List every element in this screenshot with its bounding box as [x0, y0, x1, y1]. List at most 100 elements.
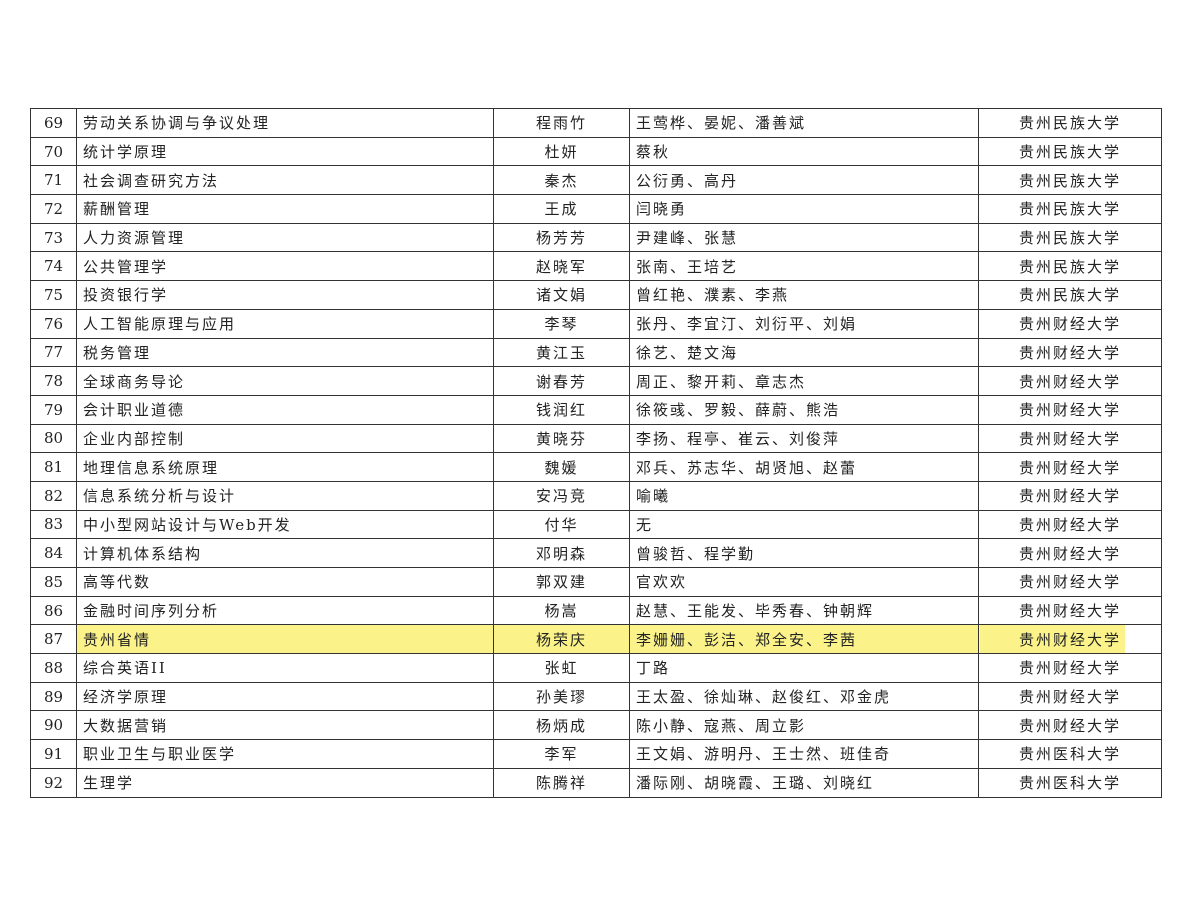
table-row: 85 高等代数 郭双建 官欢欢 贵州财经大学	[30, 567, 1162, 597]
course-leader: 魏媛	[493, 452, 630, 482]
team-members: 闫晓勇	[629, 194, 979, 224]
course-leader: 钱润红	[493, 394, 630, 425]
university-name: 贵州财经大学	[978, 595, 1162, 626]
university-name: 贵州财经大学	[978, 308, 1162, 339]
table-row: 83 中小型网站设计与Web开发 付华无贵州财经大学	[30, 509, 1162, 540]
course-name: 人工智能原理与应用	[76, 308, 494, 339]
team-members: 蔡秋	[629, 136, 979, 167]
course-name: 薪酬管理	[76, 194, 494, 224]
course-name: 社会调查研究方法	[76, 165, 494, 196]
course-name: 劳动关系协调与争议处理	[76, 108, 494, 138]
course-leader: 黄江玉	[493, 337, 630, 368]
team-members: 官欢欢	[629, 567, 979, 597]
course-leader: 郭双建	[493, 567, 630, 597]
team-members: 张南、王培艺	[629, 251, 979, 282]
course-name: 会计职业道德	[76, 394, 494, 425]
table-row: 70 统计学原理 杜妍 蔡秋 贵州民族大学	[30, 136, 1162, 167]
course-leader: 杨芳芳	[493, 222, 630, 253]
table-row: 82 信息系统分析与设计 安冯竞 喻曦 贵州财经大学	[30, 480, 1162, 511]
table-row: 69 劳动关系协调与争议处理 程雨竹 王莺桦、晏妮、潘善斌 贵州民族大学	[30, 108, 1162, 138]
row-number: 75	[30, 280, 77, 310]
course-leader: 赵晓军	[493, 251, 630, 282]
row-number: 76	[30, 308, 77, 339]
team-members: 王文娟、游明丹、王士然、班佳奇	[629, 739, 979, 769]
table-row: 73 人力资源管理 杨芳芳 尹建峰、张慧 贵州民族大学	[30, 222, 1162, 253]
course-leader: 陈腾祥	[493, 767, 630, 798]
course-name: 贵州省情	[76, 624, 494, 655]
course-leader: 诸文娟	[493, 280, 630, 310]
course-name: 职业卫生与职业医学	[76, 739, 494, 769]
course-leader: 杨嵩	[493, 595, 630, 626]
course-leader: 杨荣庆	[493, 624, 630, 655]
university-name: 贵州财经大学	[978, 452, 1162, 482]
university-name: 贵州财经大学	[978, 624, 1162, 655]
university-name: 贵州民族大学	[978, 165, 1162, 196]
row-number: 69	[30, 108, 77, 138]
table-row: 71 社会调查研究方法 秦杰 公衍勇、高丹 贵州民族大学	[30, 165, 1162, 196]
table-row: 77 税务管理 黄江玉 徐艺、楚文海 贵州财经大学	[30, 337, 1162, 368]
team-members: 曾骏哲、程学勤	[629, 538, 979, 568]
row-number: 90	[30, 710, 77, 741]
course-leader: 邓明森	[493, 538, 630, 568]
team-members: 徐艺、楚文海	[629, 337, 979, 368]
row-number: 81	[30, 452, 77, 482]
table-row: 89 经济学原理 孙美璆 王太盈、徐灿琳、赵俊红、邓金虎 贵州财经大学	[30, 681, 1162, 712]
team-members: 周正、黎开莉、章志杰	[629, 366, 979, 396]
table-row: 86 金融时间序列分析 杨嵩 赵慧、王能发、毕秀春、钟朝辉 贵州财经大学	[30, 595, 1162, 626]
course-name: 信息系统分析与设计	[76, 480, 494, 511]
team-members: 丁路	[629, 653, 979, 683]
row-number: 88	[30, 653, 77, 683]
course-name: 企业内部控制	[76, 423, 494, 454]
university-name: 贵州民族大学	[978, 136, 1162, 167]
course-name: 投资银行学	[76, 280, 494, 310]
team-members: 王莺桦、晏妮、潘善斌	[629, 108, 979, 138]
course-leader: 王成	[493, 194, 630, 224]
course-table-body: 69 劳动关系协调与争议处理 程雨竹 王莺桦、晏妮、潘善斌 贵州民族大学 70 统计学原理杜…	[30, 108, 1162, 798]
row-number: 83	[30, 509, 77, 540]
row-number: 91	[30, 739, 77, 769]
university-name: 贵州财经大学	[978, 538, 1162, 568]
row-number: 89	[30, 681, 77, 712]
team-members: 陈小静、寇燕、周立影	[629, 710, 979, 741]
team-members: 曾红艳、濮素、李燕	[629, 280, 979, 310]
row-number: 80	[30, 423, 77, 454]
table-row: 75 投资银行学 诸文娟 曾红艳、濮素、李燕 贵州民族大学	[30, 280, 1162, 310]
course-leader: 杨炳成	[493, 710, 630, 741]
row-number: 79	[30, 394, 77, 425]
course-leader: 秦杰	[493, 165, 630, 196]
team-members: 李姗姗、彭洁、郑全安、李茜	[629, 624, 979, 655]
table-row: 88 综合英语II 张虹 丁路 贵州财经大学	[30, 653, 1162, 683]
row-number: 85	[30, 567, 77, 597]
course-leader: 付华	[493, 509, 630, 540]
course-name: 统计学原理	[76, 136, 494, 167]
course-leader: 李军	[493, 739, 630, 769]
team-members: 邓兵、苏志华、胡贤旭、赵蕾	[629, 452, 979, 482]
table-row: 79 会计职业道德 钱润红 徐筱彧、罗毅、薛蔚、熊浩 贵州财经大学	[30, 394, 1162, 425]
university-name: 贵州民族大学	[978, 222, 1162, 253]
university-name: 贵州财经大学	[978, 681, 1162, 712]
table-row: 80 企业内部控制 黄晓芬 李扬、程亭、崔云、刘俊萍 贵州财经大学	[30, 423, 1162, 454]
table-row: 76 人工智能原理与应用 李琴 张丹、李宜汀、刘衍平、刘娟 贵州财经大学	[30, 308, 1162, 339]
course-leader: 程雨竹	[493, 108, 630, 138]
university-name: 贵州财经大学	[978, 337, 1162, 368]
course-name: 高等代数	[76, 567, 494, 597]
row-number: 86	[30, 595, 77, 626]
table-row: 72 薪酬管理 王成 闫晓勇 贵州民族大学	[30, 194, 1162, 224]
row-number: 74	[30, 251, 77, 282]
row-number: 78	[30, 366, 77, 396]
table-row: 84 计算机体系结构 邓明森 曾骏哲、程学勤 贵州财经大学	[30, 538, 1162, 568]
university-name: 贵州财经大学	[978, 423, 1162, 454]
row-number: 87	[30, 624, 77, 655]
team-members: 王太盈、徐灿琳、赵俊红、邓金虎	[629, 681, 979, 712]
university-name: 贵州财经大学	[978, 509, 1162, 540]
university-name: 贵州财经大学	[978, 567, 1162, 597]
course-name: 全球商务导论	[76, 366, 494, 396]
university-name: 贵州医科大学	[978, 739, 1162, 769]
course-name: 金融时间序列分析	[76, 595, 494, 626]
table-row: 90 大数据营销 杨炳成 陈小静、寇燕、周立影 贵州财经大学	[30, 710, 1162, 741]
table-row: 74 公共管理学 赵晓军 张南、王培艺 贵州民族大学	[30, 251, 1162, 282]
team-members: 无	[629, 509, 979, 540]
table-row: 87 贵州省情 杨荣庆 李姗姗、彭洁、郑全安、李茜 贵州财经大学	[30, 624, 1162, 655]
course-name: 人力资源管理	[76, 222, 494, 253]
table-row: 92 生理学 陈腾祥 潘际刚、胡晓霞、王璐、刘晓红 贵州医科大学	[30, 767, 1162, 798]
